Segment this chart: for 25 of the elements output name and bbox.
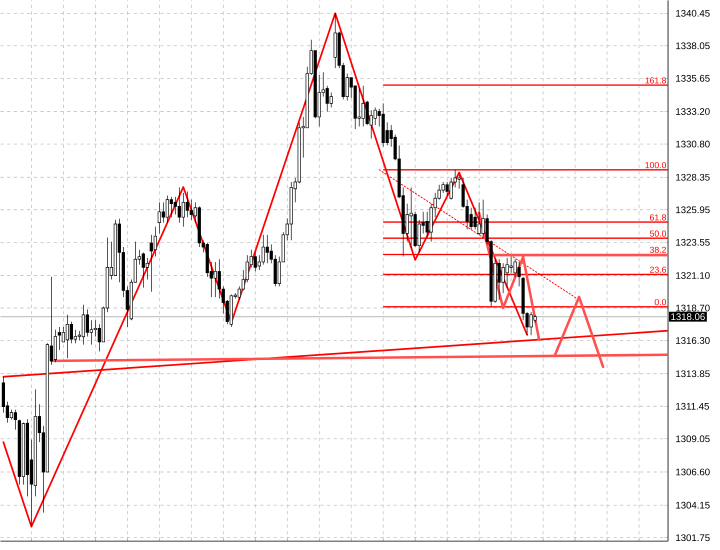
y-tick-label: 1313.85 [676, 370, 710, 378]
y-tick-label: 1309.05 [676, 435, 710, 442]
y-tick-label: 1330.80 [676, 140, 710, 148]
y-tick-label: 1333.20 [676, 108, 710, 115]
annotation: 38.2 [650, 246, 666, 253]
y-tick-label: 1340.45 [676, 10, 710, 17]
ref-line-label: 1318.06 [671, 313, 705, 320]
annotation: 61.8 [650, 214, 666, 220]
y-tick-label: 1301.75 [676, 534, 710, 541]
annotation: 50.0 [650, 230, 666, 236]
annotation: 0.0 [654, 298, 666, 306]
y-tick-label: 1328.35 [676, 174, 710, 181]
annotation: 23.6 [650, 266, 666, 273]
y-tick-label: 1311.45 [676, 402, 709, 410]
y-tick-label: 1323.55 [676, 238, 710, 246]
y-tick-label: 1318.70 [676, 304, 710, 312]
annotation: 161.8 [645, 77, 666, 84]
y-tick-label: 1304.15 [676, 502, 710, 508]
y-tick-label: 1306.60 [676, 468, 710, 476]
y-tick-label: 1316.30 [676, 337, 710, 344]
y-tick-label: 1338.05 [676, 42, 710, 50]
y-tick-label: 1321.10 [676, 272, 710, 279]
annotation: 100.0 [645, 162, 666, 168]
y-tick-label: 1325.95 [676, 206, 710, 214]
y-tick-label: 1335.65 [676, 74, 710, 82]
